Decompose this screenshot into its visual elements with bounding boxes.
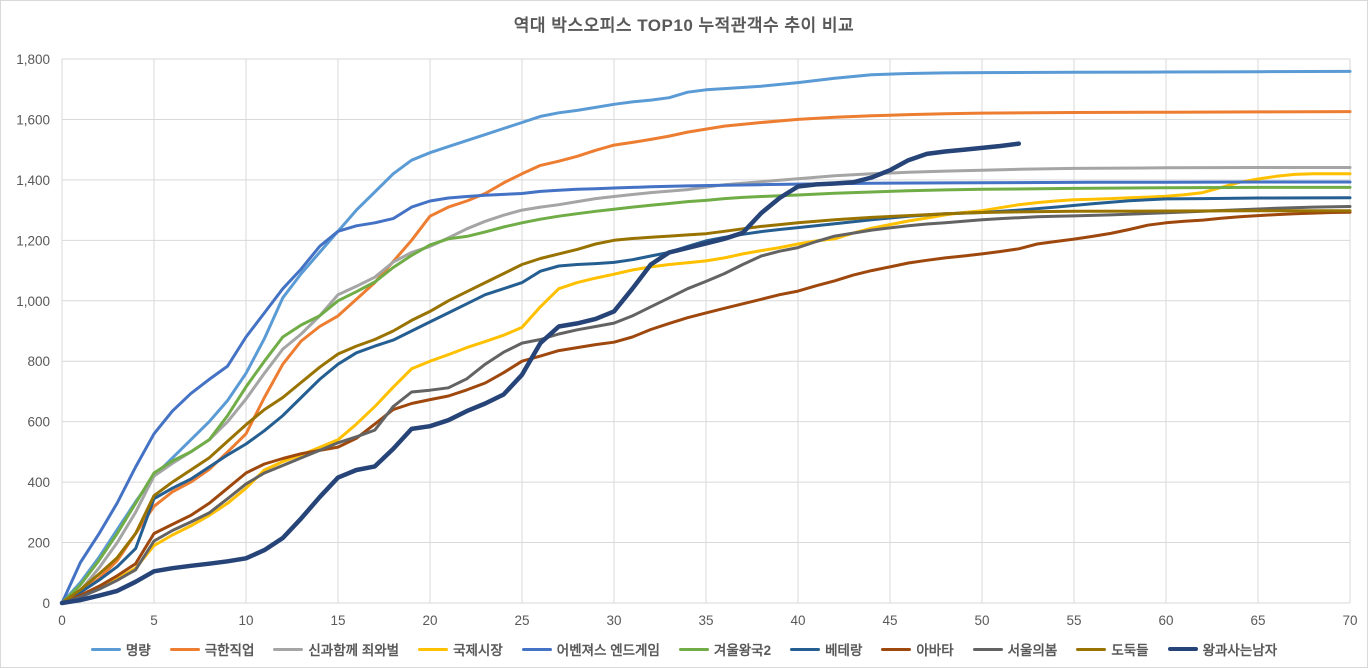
legend-label: 명량 [125,643,151,658]
legend-item-2: 신과함께 죄와벌 [273,639,399,659]
y-tick-label: 800 [27,354,50,369]
x-tick-label: 65 [1250,613,1265,628]
legend-line-swatch [169,647,200,651]
y-tick-label: 1,600 [16,112,50,127]
legend-label: 어벤져스 엔드게임 [556,643,660,658]
legend-label: 극한직업 [204,643,255,658]
series-lines [59,69,1352,606]
legend-label: 베테랑 [825,643,863,658]
legend-item-10: 왕과사는남자 [1167,639,1278,659]
legend-item-5: 겨울왕국2 [678,639,772,659]
legend-item-1: 극한직업 [169,639,255,659]
legend-line-swatch [90,647,121,651]
x-tick-label: 55 [1066,613,1081,628]
y-tick-label: 0 [42,596,50,611]
legend-line-swatch [1167,647,1198,651]
x-tick-label: 35 [698,613,713,628]
series-line [60,209,1352,605]
legend-item-9: 도둑들 [1076,639,1149,659]
legend-line-swatch [418,647,449,651]
y-tick-label: 600 [27,415,50,430]
x-axis-labels: 0 5 10 15 20 25 30 35 40 45 50 55 60 65 70 [58,613,1357,628]
y-tick-label: 1,400 [16,173,50,188]
x-tick-label: 25 [514,613,529,628]
x-tick-label: 0 [58,613,66,628]
gridlines [61,58,1351,604]
x-tick-label: 70 [1342,613,1357,628]
legend-item-8: 서울의봄 [972,639,1058,659]
y-tick-label: 1,000 [16,294,50,309]
y-axis-labels: 0 200 400 600 800 1,000 1,200 1,400 1,600 1,800 [16,52,50,611]
x-tick-label: 50 [974,613,989,628]
legend-label: 아바타 [916,643,954,658]
legend-line-swatch [521,647,552,651]
series-line [60,205,1352,605]
series-line [60,180,1352,605]
legend-label: 서울의봄 [1007,643,1058,658]
legend-line-swatch [678,647,709,651]
chart-legend: 명량 극한직업 신과함께 죄와벌 국제시장 어벤져스 엔드게임 겨울왕국2 베테랑 아바타 서울… [1,635,1367,663]
series-line [60,110,1352,605]
legend-line-swatch [972,647,1003,651]
series-line [60,185,1352,605]
legend-item-6: 베테랑 [790,639,862,659]
x-tick-label: 60 [1158,613,1173,628]
y-tick-label: 1,800 [16,52,50,67]
legend-line-swatch [881,647,912,651]
x-tick-label: 10 [238,613,253,628]
x-tick-label: 15 [330,613,345,628]
legend-label: 신과함께 죄와벌 [308,643,400,658]
legend-label: 겨울왕국2 [713,643,772,658]
series-line [59,141,1022,606]
legend-item-0: 명량 [90,639,151,659]
x-tick-label: 30 [606,613,621,628]
x-tick-label: 20 [422,613,437,628]
y-tick-label: 400 [27,475,50,490]
legend-line-swatch [273,647,304,651]
x-tick-label: 45 [882,613,897,628]
legend-label: 도둑들 [1111,643,1149,658]
series-line [60,210,1352,605]
legend-item-3: 국제시장 [418,639,503,659]
legend-label: 국제시장 [453,643,503,658]
x-tick-label: 40 [790,613,805,628]
legend-label: 왕과사는남자 [1202,643,1278,658]
chart-title: 역대 박스오피스 TOP10 누적관객수 추이 비교 [513,16,855,35]
y-tick-label: 200 [27,536,50,551]
series-line [60,172,1352,605]
legend-line-swatch [1076,647,1107,651]
x-tick-label: 5 [150,613,158,628]
series-line [60,69,1352,605]
legend-item-4: 어벤져스 엔드게임 [521,639,660,659]
legend-line-swatch [790,647,821,651]
legend-item-7: 아바타 [881,639,954,659]
y-tick-label: 1,200 [16,233,50,248]
